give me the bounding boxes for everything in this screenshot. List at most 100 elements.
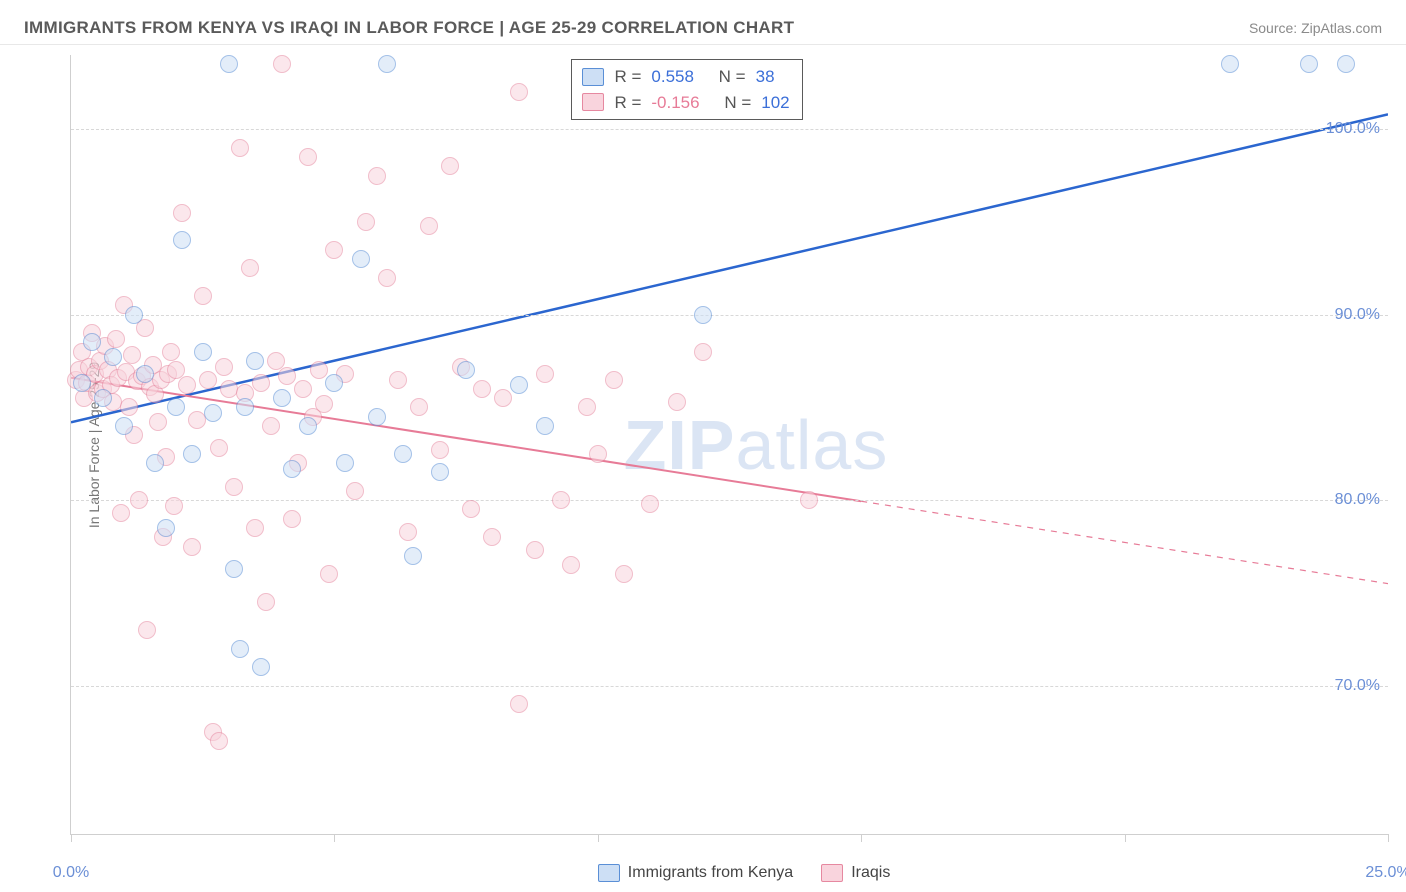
data-point-iraqis xyxy=(178,376,196,394)
y-tick-label: 90.0% xyxy=(1335,306,1380,324)
data-point-kenya xyxy=(1221,55,1239,73)
x-tick xyxy=(861,834,862,842)
r-prefix: R = xyxy=(614,90,641,116)
data-point-kenya xyxy=(104,348,122,366)
x-tick xyxy=(334,834,335,842)
data-point-kenya xyxy=(136,365,154,383)
legend-label-iraqis: Iraqis xyxy=(851,864,890,882)
data-point-iraqis xyxy=(123,346,141,364)
gridline xyxy=(71,129,1388,130)
data-point-iraqis xyxy=(483,528,501,546)
n-value-kenya: 38 xyxy=(756,64,775,90)
data-point-iraqis xyxy=(138,621,156,639)
trendlines-layer xyxy=(71,55,1388,834)
data-point-iraqis xyxy=(378,269,396,287)
data-point-kenya xyxy=(510,376,528,394)
data-point-kenya xyxy=(352,250,370,268)
data-point-kenya xyxy=(73,374,91,392)
swatch-iraqis-icon xyxy=(582,93,604,111)
data-point-iraqis xyxy=(215,358,233,376)
data-point-iraqis xyxy=(510,83,528,101)
data-point-iraqis xyxy=(410,398,428,416)
data-point-kenya xyxy=(236,398,254,416)
legend-stats-row-iraqis: R = -0.156 N = 102 xyxy=(582,90,789,116)
r-value-kenya: 0.558 xyxy=(651,64,694,90)
data-point-iraqis xyxy=(130,491,148,509)
swatch-iraqis-icon xyxy=(821,864,843,882)
legend-label-kenya: Immigrants from Kenya xyxy=(628,864,793,882)
data-point-iraqis xyxy=(536,365,554,383)
x-tick-label: 25.0% xyxy=(1365,864,1406,882)
data-point-iraqis xyxy=(149,413,167,431)
data-point-iraqis xyxy=(183,538,201,556)
data-point-iraqis xyxy=(210,439,228,457)
data-point-iraqis xyxy=(605,371,623,389)
data-point-iraqis xyxy=(194,287,212,305)
data-point-iraqis xyxy=(107,330,125,348)
legend-item-kenya: Immigrants from Kenya xyxy=(598,864,793,882)
bottom-legend: Immigrants from Kenya Iraqis xyxy=(598,864,891,882)
data-point-iraqis xyxy=(231,139,249,157)
data-point-kenya xyxy=(220,55,238,73)
data-point-iraqis xyxy=(273,55,291,73)
data-point-iraqis xyxy=(299,148,317,166)
x-tick xyxy=(1125,834,1126,842)
data-point-iraqis xyxy=(165,497,183,515)
legend-stats-box: R = 0.558 N = 38 R = -0.156 N = 102 xyxy=(571,59,802,120)
data-point-iraqis xyxy=(199,371,217,389)
x-tick xyxy=(1388,834,1389,842)
data-point-iraqis xyxy=(210,732,228,750)
y-tick-label: 70.0% xyxy=(1335,677,1380,695)
trendline-kenya xyxy=(71,114,1388,422)
data-point-iraqis xyxy=(615,565,633,583)
y-tick-label: 80.0% xyxy=(1335,491,1380,509)
data-point-iraqis xyxy=(246,519,264,537)
chart-title: IMMIGRANTS FROM KENYA VS IRAQI IN LABOR … xyxy=(24,18,794,38)
data-point-iraqis xyxy=(162,343,180,361)
data-point-kenya xyxy=(457,361,475,379)
data-point-kenya xyxy=(299,417,317,435)
data-point-iraqis xyxy=(641,495,659,513)
data-point-kenya xyxy=(204,404,222,422)
data-point-iraqis xyxy=(389,371,407,389)
n-prefix: N = xyxy=(719,64,746,90)
data-point-kenya xyxy=(167,398,185,416)
gridline xyxy=(71,315,1388,316)
data-point-iraqis xyxy=(399,523,417,541)
data-point-iraqis xyxy=(694,343,712,361)
data-point-kenya xyxy=(246,352,264,370)
legend-stats-row-kenya: R = 0.558 N = 38 xyxy=(582,64,789,90)
data-point-kenya xyxy=(115,417,133,435)
data-point-kenya xyxy=(194,343,212,361)
data-point-kenya xyxy=(231,640,249,658)
x-tick xyxy=(71,834,72,842)
source-name: ZipAtlas.com xyxy=(1301,20,1382,36)
n-value-iraqis: 102 xyxy=(761,90,789,116)
swatch-kenya-icon xyxy=(598,864,620,882)
data-point-kenya xyxy=(378,55,396,73)
data-point-iraqis xyxy=(473,380,491,398)
data-point-iraqis xyxy=(310,361,328,379)
swatch-kenya-icon xyxy=(582,68,604,86)
data-point-iraqis xyxy=(431,441,449,459)
data-point-iraqis xyxy=(441,157,459,175)
data-point-iraqis xyxy=(315,395,333,413)
data-point-iraqis xyxy=(562,556,580,574)
data-point-iraqis xyxy=(173,204,191,222)
x-tick-label: 0.0% xyxy=(53,864,89,882)
x-tick xyxy=(598,834,599,842)
data-point-kenya xyxy=(694,306,712,324)
data-point-iraqis xyxy=(283,510,301,528)
data-point-kenya xyxy=(225,560,243,578)
data-point-iraqis xyxy=(252,374,270,392)
data-point-iraqis xyxy=(552,491,570,509)
data-point-kenya xyxy=(1300,55,1318,73)
data-point-kenya xyxy=(336,454,354,472)
data-point-iraqis xyxy=(346,482,364,500)
data-point-iraqis xyxy=(257,593,275,611)
data-point-iraqis xyxy=(668,393,686,411)
r-prefix: R = xyxy=(614,64,641,90)
data-point-kenya xyxy=(368,408,386,426)
data-point-iraqis xyxy=(262,417,280,435)
legend-item-iraqis: Iraqis xyxy=(821,864,890,882)
